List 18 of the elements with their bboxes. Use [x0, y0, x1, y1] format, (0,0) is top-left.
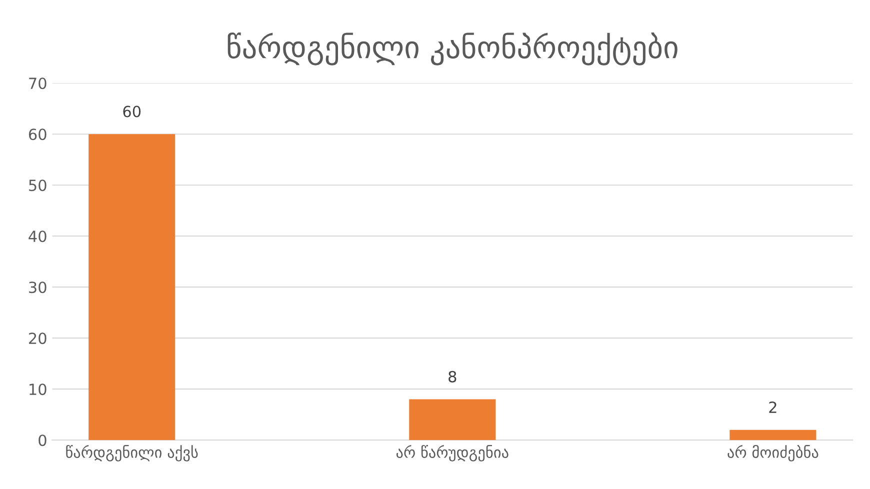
- y-tick-label: 20: [29, 332, 46, 344]
- chart-title: წარდგენილი კანონპროექტები: [228, 32, 678, 66]
- data-label: 60: [123, 106, 141, 118]
- x-tick-label: წარდგენილი აქვს: [66, 444, 198, 462]
- y-tick-label: 50: [29, 180, 46, 192]
- y-tick-label: 40: [28, 230, 46, 242]
- x-tick-label: არ მოიძებნა: [728, 444, 818, 462]
- data-label: 8: [448, 370, 456, 382]
- data-label: 2: [769, 401, 776, 413]
- bar: [730, 430, 816, 440]
- y-tick-label: 10: [30, 384, 46, 396]
- y-tick-label: 60: [28, 128, 46, 140]
- bar: [409, 399, 496, 440]
- y-tick-label: 70: [29, 78, 46, 90]
- y-tick-label: 0: [38, 434, 46, 446]
- y-tick-label: 30: [29, 282, 46, 294]
- x-tick-label: არ წარუდგენია: [396, 444, 508, 462]
- bar: [88, 134, 176, 440]
